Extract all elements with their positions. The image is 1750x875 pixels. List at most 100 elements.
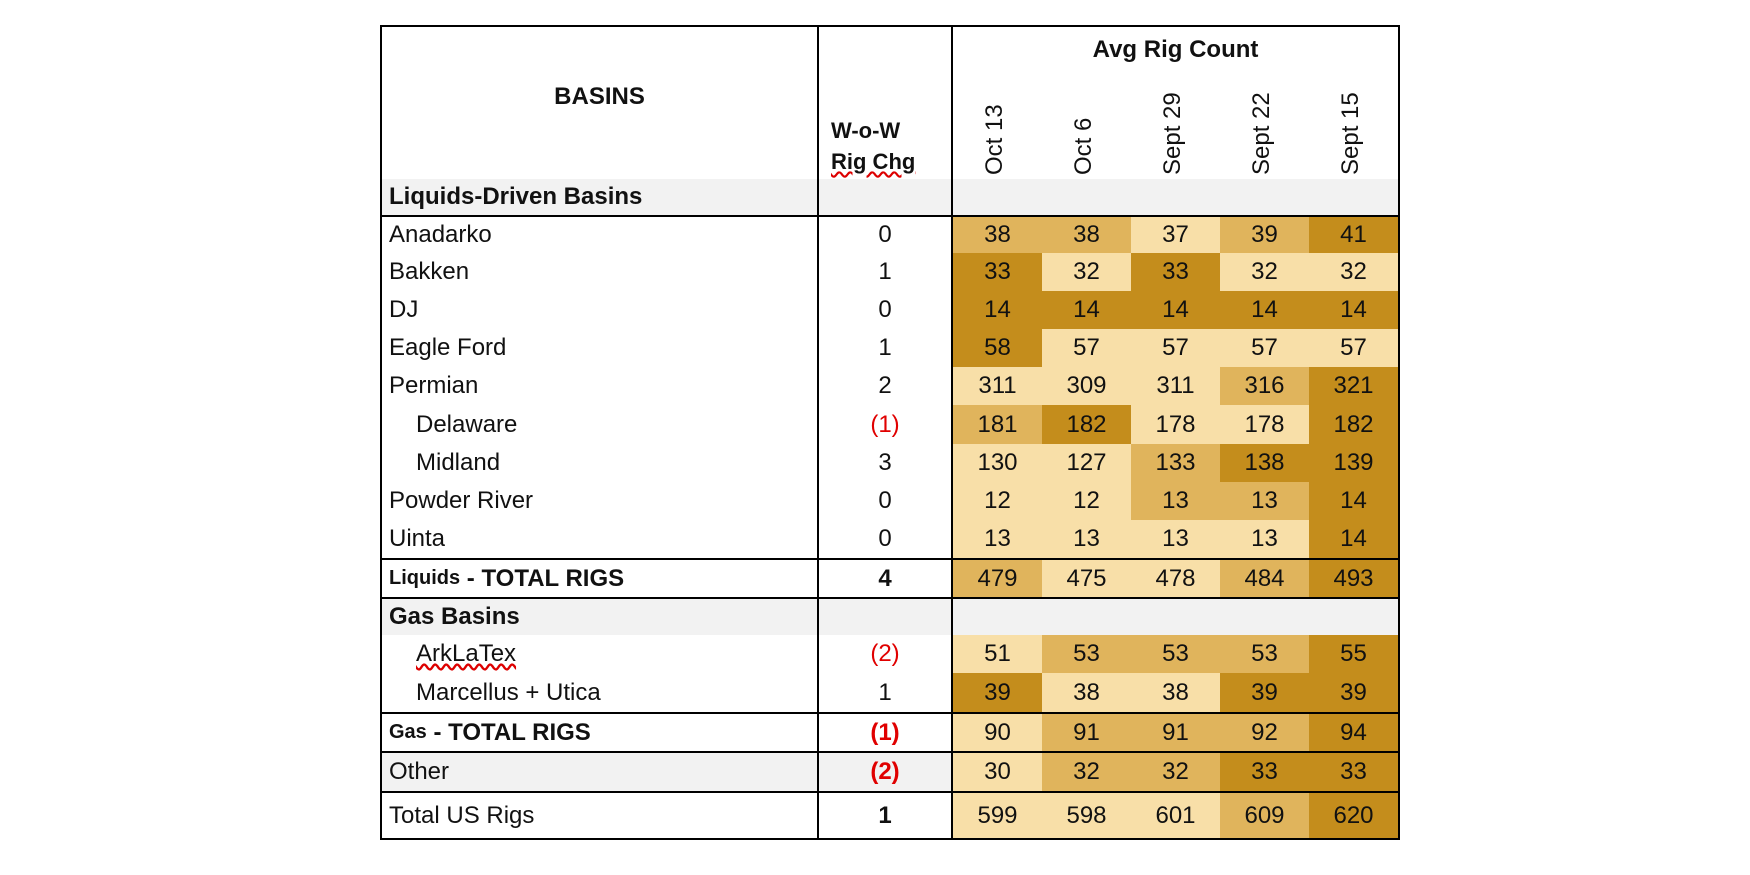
- rig-count-table: BASINS W-o-W Rig Chg Avg Rig Count Oct 1…: [380, 25, 1400, 840]
- basin-name: DJ: [382, 291, 819, 329]
- section-gas: Gas Basins: [382, 597, 1398, 635]
- row-gas-total: Gas - TOTAL RIGS (1) 90 91 91 92 94: [382, 712, 1398, 751]
- basin-name: Delaware: [382, 405, 819, 444]
- basin-name: Permian: [382, 367, 819, 405]
- date-col-2: Oct 6: [1042, 77, 1131, 177]
- rig-count-cell: 598: [1042, 793, 1131, 838]
- rig-values: 311 309 311 316 321: [953, 367, 1398, 405]
- row-bakken: Bakken 1 33 32 33 32 32: [382, 253, 1398, 291]
- liquids-total-prefix: Liquids: [389, 567, 461, 589]
- rig-count-cell: 182: [1042, 405, 1131, 444]
- rig-values: 479 475 478 484 493: [953, 560, 1398, 597]
- rig-count-cell: 493: [1309, 560, 1398, 597]
- rig-count-cell: 311: [1131, 367, 1220, 405]
- rig-count-cell: 138: [1220, 444, 1309, 482]
- basin-name: Eagle Ford: [382, 329, 819, 367]
- rig-count-cell: 32: [1220, 253, 1309, 291]
- wow-label-line1: W-o-W: [831, 118, 901, 143]
- wow-change: (1): [819, 714, 953, 751]
- rig-count-cell: 133: [1131, 444, 1220, 482]
- section-liquids: Liquids-Driven Basins: [382, 179, 1398, 215]
- rig-count-cell: 13: [1042, 520, 1131, 558]
- rig-count-cell: 55: [1309, 635, 1398, 673]
- basin-name: Powder River: [382, 482, 819, 520]
- rig-count-cell: 90: [953, 714, 1042, 751]
- rig-count-cell: 620: [1309, 793, 1398, 838]
- wow-change: 3: [819, 444, 953, 482]
- gas-total-label: Gas - TOTAL RIGS: [382, 714, 819, 751]
- rig-count-cell: 32: [1131, 753, 1220, 791]
- section-liquids-vals: [953, 179, 1398, 215]
- rig-count-cell: 309: [1042, 367, 1131, 405]
- wow-change: 2: [819, 367, 953, 405]
- rig-count-cell: 13: [953, 520, 1042, 558]
- liquids-total-suffix: - TOTAL RIGS: [460, 564, 625, 592]
- rig-count-cell: 311: [953, 367, 1042, 405]
- rig-count-cell: 33: [1220, 753, 1309, 791]
- basin-name: Total US Rigs: [382, 793, 819, 838]
- rig-count-cell: 32: [1042, 753, 1131, 791]
- section-gas-vals: [953, 599, 1398, 635]
- rig-values: 33 32 33 32 32: [953, 253, 1398, 291]
- row-eagle-ford: Eagle Ford 1 58 57 57 57 57: [382, 329, 1398, 367]
- rig-count-cell: 13: [1131, 520, 1220, 558]
- wow-change: 0: [819, 482, 953, 520]
- row-other: Other (2) 30 32 32 33 33: [382, 751, 1398, 791]
- rig-count-cell: 127: [1042, 444, 1131, 482]
- rig-count-cell: 41: [1309, 217, 1398, 253]
- rig-count-cell: 316: [1220, 367, 1309, 405]
- rig-count-cell: 479: [953, 560, 1042, 597]
- rig-values: 39 38 38 39 39: [953, 673, 1398, 712]
- rig-count-cell: 33: [1309, 753, 1398, 791]
- rig-count-cell: 30: [953, 753, 1042, 791]
- basin-name: Other: [382, 753, 819, 791]
- rig-count-cell: 139: [1309, 444, 1398, 482]
- basin-name: ArkLaTex: [382, 635, 819, 673]
- row-uinta: Uinta 0 13 13 13 13 14: [382, 520, 1398, 558]
- rig-count-cell: 91: [1131, 714, 1220, 751]
- rig-count-cell: 14: [1220, 291, 1309, 329]
- section-gas-chg: [819, 599, 953, 635]
- wow-change: 0: [819, 291, 953, 329]
- basins-header: BASINS: [382, 27, 819, 179]
- rig-count-cell: 130: [953, 444, 1042, 482]
- rig-values: 38 38 37 39 41: [953, 217, 1398, 253]
- rig-count-cell: 475: [1042, 560, 1131, 597]
- row-liquids-total: Liquids - TOTAL RIGS 4 479 475 478 484 493: [382, 558, 1398, 597]
- arklatex-name: ArkLaTex: [416, 640, 517, 667]
- wow-change: 1: [819, 329, 953, 367]
- row-marcellus-utica: Marcellus + Utica 1 39 38 38 39 39: [382, 673, 1398, 712]
- rig-count-cell: 32: [1042, 253, 1131, 291]
- gas-total-prefix: Gas: [389, 721, 427, 743]
- rig-count-cell: 38: [1131, 673, 1220, 712]
- rig-count-cell: 13: [1220, 482, 1309, 520]
- basin-name: Midland: [382, 444, 819, 482]
- rig-values: 181 182 178 178 182: [953, 405, 1398, 444]
- rig-count-cell: 53: [1042, 635, 1131, 673]
- rig-values: 130 127 133 138 139: [953, 444, 1398, 482]
- rig-count-cell: 38: [953, 217, 1042, 253]
- rig-count-cell: 178: [1131, 405, 1220, 444]
- wow-change: 4: [819, 560, 953, 597]
- rig-count-cell: 181: [953, 405, 1042, 444]
- rig-count-cell: 51: [953, 635, 1042, 673]
- rig-count-cell: 33: [953, 253, 1042, 291]
- basin-name: Anadarko: [382, 217, 819, 253]
- rig-count-cell: 321: [1309, 367, 1398, 405]
- wow-label-line2: Rig Chg: [831, 146, 915, 177]
- rig-count-cell: 12: [953, 482, 1042, 520]
- basin-name: Marcellus + Utica: [382, 673, 819, 712]
- date-label-4: Sept 22: [1247, 92, 1275, 175]
- row-delaware: Delaware (1) 181 182 178 178 182: [382, 405, 1398, 444]
- rig-count-cell: 39: [953, 673, 1042, 712]
- rig-count-cell: 53: [1220, 635, 1309, 673]
- rig-count-cell: 14: [1131, 291, 1220, 329]
- section-liquids-label: Liquids-Driven Basins: [382, 179, 819, 215]
- rig-count-cell: 57: [1131, 329, 1220, 367]
- rig-values: 58 57 57 57 57: [953, 329, 1398, 367]
- wow-change: (1): [819, 405, 953, 444]
- rig-count-cell: 58: [953, 329, 1042, 367]
- rig-count-cell: 39: [1220, 673, 1309, 712]
- date-col-1: Oct 13: [953, 77, 1042, 177]
- rig-count-cell: 478: [1131, 560, 1220, 597]
